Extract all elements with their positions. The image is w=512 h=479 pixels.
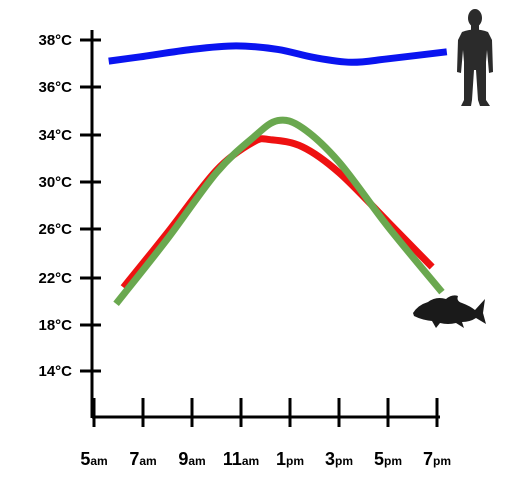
x-tick-label: 7pm <box>423 449 451 469</box>
series-line-blue <box>108 42 448 66</box>
y-tick-label: 30°C <box>38 174 72 191</box>
y-tick-label: 14°C <box>38 363 72 380</box>
series-line-red <box>120 135 435 290</box>
x-tick-label: 1pm <box>276 449 304 469</box>
x-tick-label: 5pm <box>374 449 402 469</box>
series-line-green <box>113 116 445 306</box>
fish-silhouette-icon <box>413 295 486 328</box>
x-tick-label: 5am <box>80 449 107 469</box>
person-silhouette-icon <box>457 9 493 106</box>
x-tick-label: 9am <box>178 449 205 469</box>
y-tick-label: 26°C <box>38 221 72 238</box>
x-tick-label: 7am <box>129 449 156 469</box>
x-tick-label: 11am <box>223 449 259 469</box>
x-tick-label: 3pm <box>325 449 353 469</box>
y-tick-label: 18°C <box>38 317 72 334</box>
y-tick-label: 38°C <box>38 32 72 49</box>
y-tick-label: 36°C <box>38 79 72 96</box>
y-tick-label: 34°C <box>38 127 72 144</box>
y-tick-label: 22°C <box>38 270 72 287</box>
